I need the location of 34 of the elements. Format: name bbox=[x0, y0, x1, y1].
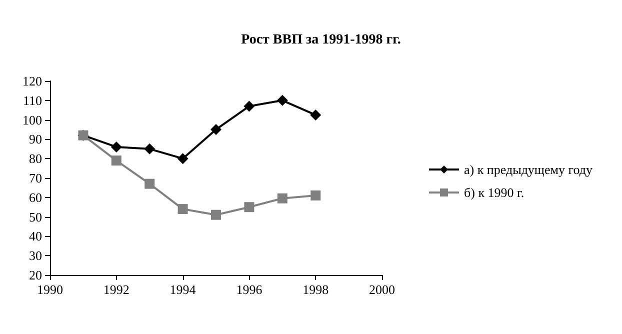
point bbox=[276, 94, 288, 106]
x-tick-label: 1990 bbox=[37, 282, 63, 297]
x-tick-label: 1994 bbox=[170, 282, 196, 297]
x-tick-label: 2000 bbox=[369, 282, 395, 297]
y-tick-label: 90 bbox=[29, 132, 42, 147]
point bbox=[144, 178, 155, 189]
x-tick-label: 1992 bbox=[103, 282, 130, 297]
y-tick-label: 70 bbox=[29, 170, 42, 186]
point bbox=[210, 124, 222, 135]
y-tick-label: 80 bbox=[29, 151, 42, 166]
legend-label: а) к предыдущему году bbox=[464, 162, 593, 177]
legend-label: б) к 1990 г. bbox=[464, 185, 524, 200]
point bbox=[244, 100, 255, 112]
point bbox=[310, 109, 322, 120]
x-tick-label: 1998 bbox=[302, 282, 329, 297]
point bbox=[111, 156, 122, 166]
y-tick-label: 100 bbox=[22, 112, 42, 128]
y-tick-label: 60 bbox=[29, 190, 42, 205]
y-tick-label: 30 bbox=[29, 248, 42, 264]
point bbox=[110, 141, 122, 152]
y-tick-label: 110 bbox=[22, 92, 42, 108]
chart-title: Рост ВВП за 1991-1998 гг. bbox=[241, 32, 401, 48]
point bbox=[244, 202, 254, 212]
point bbox=[211, 210, 221, 220]
y-tick-label: 40 bbox=[29, 228, 42, 244]
x-tick-label: 1996 bbox=[236, 282, 263, 297]
point bbox=[310, 190, 321, 200]
y-tick-label: 120 bbox=[22, 74, 42, 88]
y-tick-label: 20 bbox=[29, 268, 42, 282]
point bbox=[277, 193, 288, 204]
point bbox=[177, 153, 188, 164]
point bbox=[144, 143, 156, 154]
point bbox=[178, 204, 188, 214]
y-tick-label: 50 bbox=[29, 209, 42, 224]
